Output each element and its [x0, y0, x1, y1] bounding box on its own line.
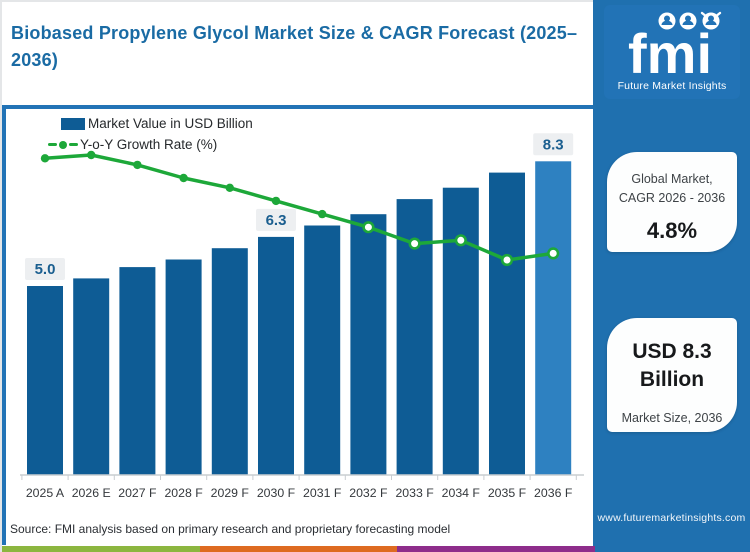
x-label-2029: 2029 F — [211, 486, 250, 500]
legend-item-bars: Market Value in USD Billion — [48, 113, 253, 134]
legend-dash-icon — [48, 143, 57, 146]
cagr-label-line1: Global Market, — [631, 172, 713, 186]
footer-stripe-purple — [397, 546, 596, 552]
x-label-2035: 2035 F — [488, 486, 527, 500]
legend-bar-label: Market Value in USD Billion — [88, 116, 253, 131]
growth-marker — [87, 150, 96, 160]
x-label-2033: 2033 F — [395, 486, 434, 500]
fmi-logo: fmi Future Market Insights — [604, 5, 740, 99]
logo-subtitle: Future Market Insights — [617, 80, 727, 92]
x-label-2027: 2027 F — [118, 486, 157, 500]
market-size-value-line1: USD 8.3 — [632, 340, 712, 363]
growth-marker — [179, 173, 188, 183]
growth-marker — [318, 209, 327, 219]
bar-2029-f — [211, 248, 248, 475]
bar-value-label-bg — [533, 133, 574, 156]
bar-2034-f — [442, 187, 479, 475]
bar-value-label-bg — [256, 208, 296, 231]
legend-line-label: Y-o-Y Growth Rate (%) — [80, 137, 218, 152]
bar-2030-f — [258, 236, 294, 475]
footer-stripe-orange — [199, 546, 398, 552]
growth-marker-hollow — [362, 221, 375, 234]
chart-svg: 2025 A 2026 E 2027 F 2028 F 2029 F 2030 F 2031… — [20, 133, 584, 500]
cagr-label-line2: CAGR 2026 - 2036 — [618, 190, 726, 205]
x-label-2025: 2025 A — [26, 486, 65, 500]
cagr-value: 4.8% — [646, 217, 698, 243]
bar-value-label: 8.3 — [543, 136, 564, 153]
bar-2025-a — [27, 286, 63, 475]
bar-2031-f — [304, 225, 341, 475]
footer-stripe — [2, 546, 596, 552]
bar-value-label: 6.3 — [266, 212, 287, 229]
bar-2027-f — [119, 267, 156, 475]
logo-people-icons — [658, 11, 722, 30]
bar-2035-f — [489, 172, 525, 475]
growth-marker — [40, 154, 50, 163]
market-size-value-line2: Billion — [639, 368, 705, 392]
legend-item-line: Y-o-Y Growth Rate (%) — [48, 134, 253, 155]
growth-marker-hollow — [408, 237, 421, 250]
bar-value-label-bg — [25, 258, 65, 280]
bar-2036-f — [535, 161, 572, 476]
legend-dash-icon — [69, 143, 78, 146]
growth-marker — [133, 160, 142, 170]
growth-marker — [225, 183, 234, 192]
bar-value-label: 5.0 — [35, 261, 56, 278]
fmi-logo-graphic: fmi — [628, 11, 722, 85]
x-label-2031: 2031 F — [303, 486, 342, 500]
growth-marker-hollow — [500, 253, 514, 267]
x-label-2034: 2034 F — [442, 486, 481, 500]
growth-marker-hollow — [547, 247, 560, 260]
footer-stripe-green — [2, 546, 200, 552]
bar-2028-f — [165, 259, 202, 475]
x-label-2036: 2036 F — [534, 486, 573, 500]
x-label-2026: 2026 E — [72, 486, 111, 500]
sidebar: fmi Future Market Insights Global Market… — [593, 0, 750, 552]
website-url[interactable]: www.futuremarketinsights.com — [597, 512, 746, 524]
bar-2026-e — [73, 278, 110, 475]
main-panel: Biobased Propylene Glycol Market Size & … — [0, 0, 596, 552]
source-note: Source: FMI analysis based on primary re… — [10, 522, 451, 536]
legend: Market Value in USD Billion Y-o-Y Growth… — [48, 113, 253, 155]
logo-text: fmi — [628, 22, 712, 85]
legend-dot-icon — [59, 140, 67, 149]
legend-bar-swatch — [61, 117, 85, 130]
legend-line-marker-icon — [48, 140, 78, 149]
page-title: Biobased Propylene Glycol Market Size & … — [11, 23, 578, 70]
growth-marker-hollow — [454, 234, 467, 247]
chart-panel: Market Value in USD Billion Y-o-Y Growth… — [2, 105, 595, 545]
x-label-2028: 2028 F — [164, 486, 203, 500]
growth-marker — [271, 196, 281, 206]
cagr-card: Global Market, CAGR 2026 - 2036 4.8% — [607, 152, 737, 252]
bar-2032-f — [350, 214, 387, 475]
market-size-card: USD 8.3 Billion Market Size, 2036 — [607, 318, 737, 432]
x-label-2032: 2032 F — [349, 486, 388, 500]
growth-line — [43, 153, 555, 262]
market-size-label: Market Size, 2036 — [621, 410, 723, 425]
x-label-2030: 2030 F — [257, 486, 296, 500]
